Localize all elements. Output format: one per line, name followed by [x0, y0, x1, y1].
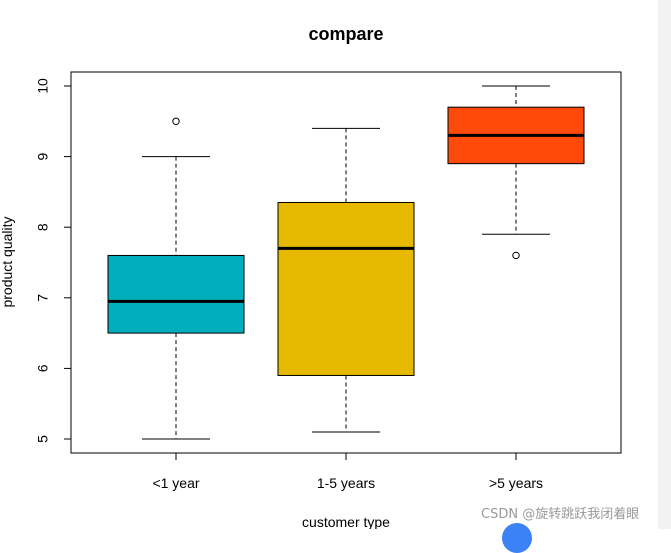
y-tick-label-7: 7	[35, 294, 51, 302]
floating-action-button[interactable]	[502, 523, 532, 553]
x-axis-label: customer type	[302, 514, 390, 529]
y-tick-label-6: 6	[35, 364, 51, 372]
x-axis: <1 year 1-5 years >5 years	[152, 453, 543, 491]
y-tick-label-8: 8	[35, 223, 51, 231]
box-body-0	[107, 254, 245, 334]
y-tick-label-5: 5	[35, 435, 51, 443]
box-0	[107, 117, 245, 440]
chart-title: compare	[308, 24, 383, 44]
outlier-0-0	[172, 117, 180, 126]
boxes-layer	[107, 85, 585, 440]
x-tick-label-2: >5 years	[489, 475, 543, 491]
outlier-2-0	[512, 251, 520, 260]
boxplot-chart: compare 5 6 7 8 9 10 <1 year 1-5 years >5 years…	[0, 24, 622, 529]
y-axis: 5 6 7 8 9 10	[35, 78, 71, 443]
y-axis-label: product quality	[0, 216, 15, 307]
scrollbar-gutter	[658, 0, 671, 529]
box-1	[277, 127, 415, 433]
watermark-text: CSDN @旋转跳跃我闭着眼	[481, 507, 640, 522]
x-tick-label-0: <1 year	[152, 475, 199, 491]
box-body-1	[277, 201, 415, 376]
x-tick-label-1: 1-5 years	[317, 475, 375, 491]
y-tick-label-10: 10	[35, 78, 51, 94]
y-tick-label-9: 9	[35, 152, 51, 160]
box-2	[447, 85, 585, 260]
